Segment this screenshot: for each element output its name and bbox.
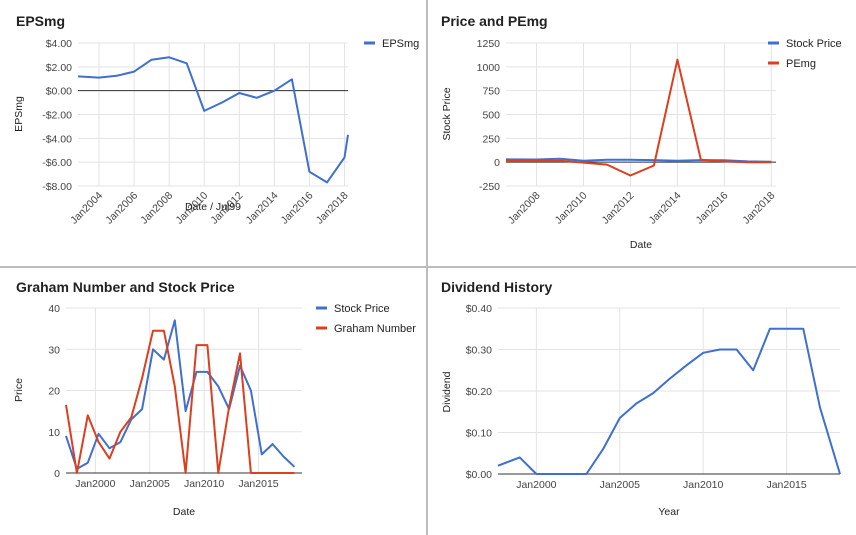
y-tick-label: $0.10 — [466, 428, 492, 440]
y-axis-label: Price — [13, 378, 25, 402]
y-tick-label: 40 — [48, 303, 60, 315]
legend-label: PEmg — [786, 58, 816, 70]
y-tick-label: $0.30 — [466, 345, 492, 357]
x-axis-label: Date — [630, 239, 652, 251]
x-axis-label: Year — [658, 506, 680, 518]
x-tick-label: Jan2012 — [600, 190, 637, 227]
chart-title: EPSmg — [16, 13, 65, 29]
eps-chart: $4.00$2.00$0.00-$2.00-$4.00-$6.00-$8.00J… — [13, 13, 419, 227]
legend-label: EPSmg — [382, 38, 419, 50]
y-tick-label: $0.20 — [466, 386, 492, 398]
chart-title: Dividend History — [441, 279, 552, 295]
series-line-stock-price — [65, 319, 296, 470]
y-tick-label: 750 — [482, 86, 500, 98]
x-tick-label: Jan2008 — [506, 190, 543, 227]
y-tick-label: 500 — [482, 110, 500, 122]
x-tick-label: Jan2000 — [516, 479, 556, 491]
eps-chart-panel: $4.00 $2.00 $0.00 -$2.00 -$4.00 -$6.00 -$8.00 J… — [0, 0, 426, 266]
y-axis-label: Dividend — [441, 371, 453, 412]
y-tick-label: $4.00 — [46, 38, 72, 50]
y-tick-label: $2.00 — [46, 62, 72, 74]
legend-label: Stock Price — [786, 38, 842, 50]
y-tick-label: 250 — [482, 133, 500, 145]
price-pe-chart-panel: 1250 1000 750 500 250 0 -250 Jan2008 Jan2010 Jan2… — [428, 0, 854, 266]
x-tick-label: Jan2010 — [553, 190, 590, 227]
y-tick-label: 0 — [54, 468, 60, 480]
series-line-pemg — [505, 58, 772, 177]
series-line-stock-price — [505, 157, 772, 163]
series-line-dividend — [497, 327, 841, 475]
panel-divider-horizontal — [0, 266, 856, 268]
x-tick-label: Jan2018 — [740, 190, 777, 227]
x-tick-label: Jan2010 — [683, 479, 723, 491]
x-tick-label: Jan2008 — [138, 190, 175, 227]
x-tick-label: Jan2005 — [600, 479, 640, 491]
price-pe-chart: 1250 1000 750 500 250 0 -250 Jan2008 Jan2010 Jan2… — [441, 13, 842, 251]
y-tick-label: -$4.00 — [42, 133, 72, 145]
x-tick-label: Jan2000 — [75, 478, 115, 490]
x-axis-label: Date / Jul99 — [185, 201, 241, 213]
y-tick-label: 0 — [494, 157, 500, 169]
x-tick-label: Jan2010 — [184, 478, 224, 490]
chart-title: Price and PEmg — [441, 13, 548, 29]
x-tick-label: Jan2018 — [314, 190, 351, 227]
dividend-chart: $0.40 $0.30 $0.20 $0.10 $0.00 Jan2000 Jan2005 J… — [441, 279, 841, 518]
x-tick-label: Jan2015 — [238, 478, 278, 490]
x-tick-label: Jan2005 — [130, 478, 170, 490]
y-tick-label: $0.40 — [466, 303, 492, 315]
chart-title: Graham Number and Stock Price — [16, 279, 235, 295]
y-tick-label: -$8.00 — [42, 181, 72, 193]
y-axis-label: EPSmg — [13, 96, 25, 132]
x-tick-label: Jan2015 — [766, 479, 806, 491]
graham-chart: 40 30 20 10 0 Jan2000 Jan2005 Jan2010 Jan2015 Gra… — [13, 279, 416, 518]
x-tick-label: Jan2006 — [103, 190, 140, 227]
series-line-epsmg — [77, 56, 349, 184]
y-tick-label: -$6.00 — [42, 157, 72, 169]
y-tick-label: 1000 — [477, 62, 501, 74]
y-tick-label: 30 — [48, 344, 60, 356]
x-tick-label: Jan2014 — [647, 190, 684, 227]
y-tick-label: 20 — [48, 386, 60, 398]
x-tick-label: Jan2016 — [693, 190, 730, 227]
y-tick-label: $0.00 — [46, 86, 72, 98]
series-line-graham-number — [65, 329, 295, 474]
legend-label: Graham Number — [334, 323, 416, 335]
y-tick-label: 10 — [48, 427, 60, 439]
x-tick-label: Jan2014 — [244, 190, 281, 227]
x-axis-label: Date — [173, 506, 195, 518]
y-tick-label: $0.00 — [466, 469, 492, 481]
graham-chart-panel: 40 30 20 10 0 Jan2000 Jan2005 Jan2010 Jan2015 Gra… — [0, 268, 426, 534]
x-tick-label: Jan2004 — [68, 190, 105, 227]
legend-label: Stock Price — [334, 303, 390, 315]
dividend-chart-panel: $0.40 $0.30 $0.20 $0.10 $0.00 Jan2000 Jan2005 J… — [428, 268, 854, 534]
y-axis-label: Stock Price — [441, 87, 453, 140]
y-tick-label: -$2.00 — [42, 110, 72, 122]
y-tick-label: -250 — [479, 181, 500, 193]
x-tick-label: Jan2016 — [279, 190, 316, 227]
y-tick-label: 1250 — [477, 38, 501, 50]
